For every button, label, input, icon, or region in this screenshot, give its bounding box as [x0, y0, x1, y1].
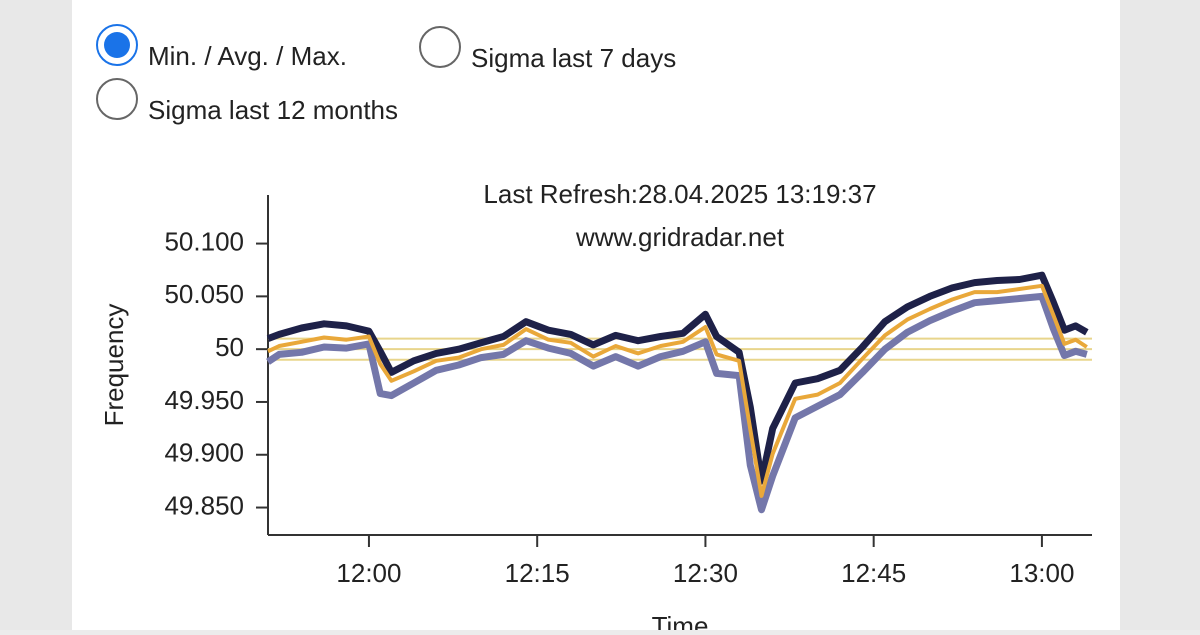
x-tick-label: 12:15 [505, 558, 570, 588]
y-tick-label: 49.950 [164, 385, 244, 415]
series-line [266, 271, 1089, 485]
x-tick-label: 13:00 [1009, 558, 1074, 588]
y-tick-label: 49.900 [164, 438, 244, 468]
radio-label[interactable]: Sigma last 7 days [471, 43, 676, 73]
chart-title: Last Refresh:28.04.2025 13:19:37 [483, 179, 876, 209]
radio-button[interactable] [96, 78, 138, 120]
chart-subtitle: www.gridradar.net [575, 222, 785, 252]
y-tick-label: 49.850 [164, 490, 244, 520]
y-tick-label: 50.050 [164, 279, 244, 309]
series-line [267, 283, 1088, 498]
y-axis-label: Frequency [99, 304, 129, 427]
radio-label[interactable]: Sigma last 12 months [148, 95, 398, 125]
y-tick-label: 50 [215, 332, 244, 362]
x-tick-label: 12:00 [336, 558, 401, 588]
radio-dot [104, 32, 130, 58]
radio-button[interactable] [419, 26, 461, 68]
series-line [266, 292, 1088, 514]
y-tick-label: 50.100 [164, 226, 244, 256]
x-axis-label: Time [652, 611, 709, 630]
x-tick-label: 12:45 [841, 558, 906, 588]
radio-label[interactable]: Min. / Avg. / Max. [148, 41, 347, 71]
x-tick-label: 12:30 [673, 558, 738, 588]
